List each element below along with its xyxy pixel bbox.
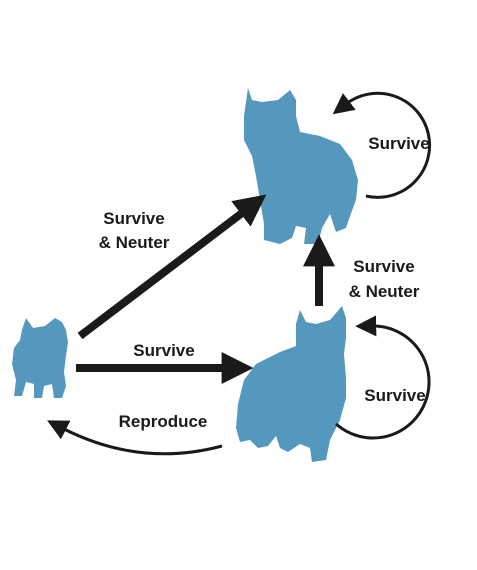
arrow-kitten-to-adult [77, 194, 267, 340]
juvenile-cat-icon [236, 306, 346, 462]
kitten-icon [12, 318, 68, 398]
label-reproduce: Reproduce [119, 412, 208, 431]
neutered-adult-cat-icon [244, 88, 358, 244]
self-loop-adult [332, 91, 432, 199]
label-survive-neuter-vertical-2: & Neuter [349, 282, 420, 301]
label-survive-neuter-vertical-1: Survive [353, 257, 414, 276]
label-survive-neuter-diagonal-1: Survive [103, 209, 164, 228]
arrow-juvenile-to-kitten [47, 420, 223, 456]
label-survive-horizontal: Survive [133, 341, 194, 360]
label-survive-juvenile-loop: Survive [364, 386, 425, 405]
label-survive-neuter-diagonal-2: & Neuter [99, 233, 170, 252]
self-loop-juvenile [335, 315, 431, 440]
label-survive-adult-loop: Survive [368, 134, 429, 153]
